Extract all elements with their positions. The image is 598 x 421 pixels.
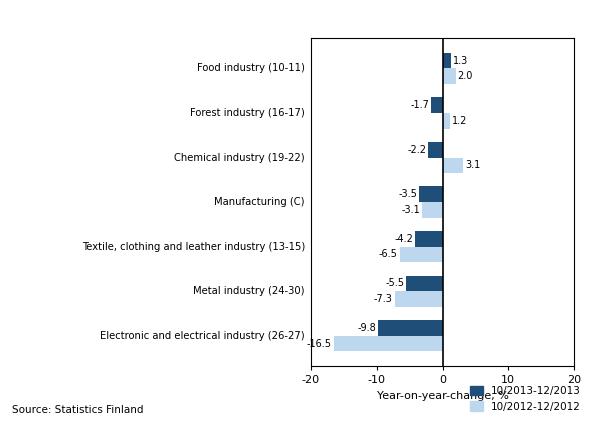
- Text: Source: Statistics Finland: Source: Statistics Finland: [12, 405, 144, 415]
- Bar: [422, 202, 443, 218]
- Bar: [415, 231, 443, 247]
- Bar: [407, 276, 443, 291]
- Bar: [443, 157, 463, 173]
- Text: -5.5: -5.5: [385, 278, 404, 288]
- X-axis label: Year-on-year-change, %: Year-on-year-change, %: [377, 391, 508, 401]
- Bar: [443, 68, 456, 84]
- Bar: [395, 291, 443, 307]
- Text: 1.2: 1.2: [452, 116, 468, 126]
- Bar: [420, 187, 443, 202]
- Text: Electronic and electrical industry (26-27): Electronic and electrical industry (26-2…: [100, 331, 305, 341]
- Text: -1.7: -1.7: [410, 100, 429, 110]
- Text: Metal industry (24-30): Metal industry (24-30): [194, 286, 305, 296]
- Bar: [428, 142, 443, 157]
- Text: Textile, clothing and leather industry (13-15): Textile, clothing and leather industry (…: [82, 242, 305, 252]
- Bar: [431, 97, 443, 113]
- Bar: [399, 247, 443, 262]
- Text: -7.3: -7.3: [374, 294, 392, 304]
- Text: 2.0: 2.0: [457, 71, 473, 81]
- Text: -16.5: -16.5: [307, 338, 332, 349]
- Text: Food industry (10-11): Food industry (10-11): [197, 64, 305, 73]
- Text: 1.3: 1.3: [453, 56, 468, 66]
- Bar: [378, 320, 443, 336]
- Legend: 10/2013-12/2013, 10/2012-12/2012: 10/2013-12/2013, 10/2012-12/2012: [470, 386, 581, 412]
- Text: Manufacturing (C): Manufacturing (C): [215, 197, 305, 207]
- Bar: [443, 113, 450, 128]
- Text: Chemical industry (19-22): Chemical industry (19-22): [175, 152, 305, 163]
- Text: Forest industry (16-17): Forest industry (16-17): [190, 108, 305, 118]
- Bar: [443, 53, 451, 68]
- Text: -9.8: -9.8: [358, 323, 376, 333]
- Text: -3.5: -3.5: [399, 189, 417, 199]
- Text: -4.2: -4.2: [394, 234, 413, 244]
- Text: 3.1: 3.1: [465, 160, 480, 171]
- Bar: [334, 336, 443, 352]
- Text: -2.2: -2.2: [407, 145, 426, 155]
- Text: -6.5: -6.5: [379, 249, 398, 259]
- Text: -3.1: -3.1: [401, 205, 420, 215]
